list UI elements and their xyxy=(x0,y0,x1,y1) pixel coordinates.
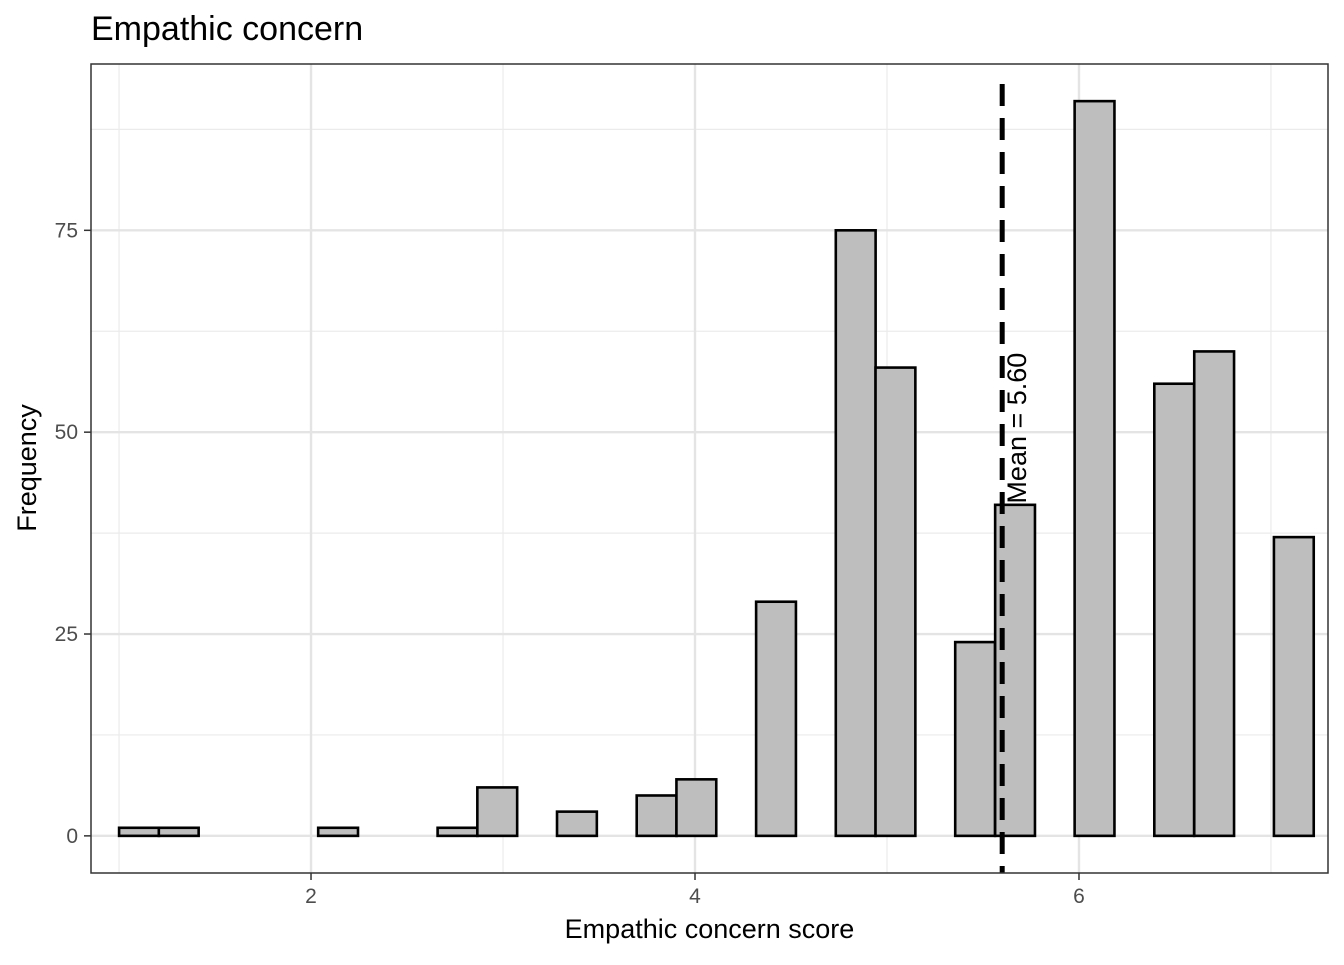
plot-border xyxy=(90,63,1329,874)
mean-label: Mean = 5.60 xyxy=(1002,353,1032,504)
histogram-bar xyxy=(1073,99,1116,838)
histogram-bar xyxy=(555,810,599,838)
x-tick-label: 4 xyxy=(689,885,701,908)
chart-title: Empathic concern xyxy=(91,10,363,48)
histogram-bar xyxy=(834,229,877,838)
y-axis-title: Frequency xyxy=(12,404,42,532)
histogram-bar xyxy=(117,826,161,838)
histogram-bar xyxy=(953,640,997,838)
x-tick-label: 2 xyxy=(305,885,317,908)
histogram-bar xyxy=(1153,382,1196,838)
histogram-bar xyxy=(874,366,917,838)
histogram-bar xyxy=(1272,535,1316,838)
histogram-bar xyxy=(635,794,678,838)
axis-ticks: 2 4 6 0 25 50 75 xyxy=(55,219,1085,908)
histogram-bar xyxy=(675,778,718,838)
histogram-bar xyxy=(436,826,479,838)
x-tick-label: 6 xyxy=(1073,885,1085,908)
x-axis-title: Empathic concern score xyxy=(565,914,855,944)
y-tick-label: 25 xyxy=(55,623,78,646)
histogram-bar xyxy=(754,600,798,838)
y-tick-label: 50 xyxy=(55,421,78,444)
plot-panel xyxy=(91,64,1328,873)
histogram-bar xyxy=(476,786,519,838)
y-tick-label: 75 xyxy=(55,219,78,242)
y-tick-label: 0 xyxy=(66,825,78,848)
histogram-bars xyxy=(117,99,1316,838)
mean-annotation: Mean = 5.60 xyxy=(999,84,1032,873)
histogram-bar xyxy=(157,826,200,838)
histogram-bar xyxy=(316,826,360,838)
histogram-bar xyxy=(1192,350,1236,838)
